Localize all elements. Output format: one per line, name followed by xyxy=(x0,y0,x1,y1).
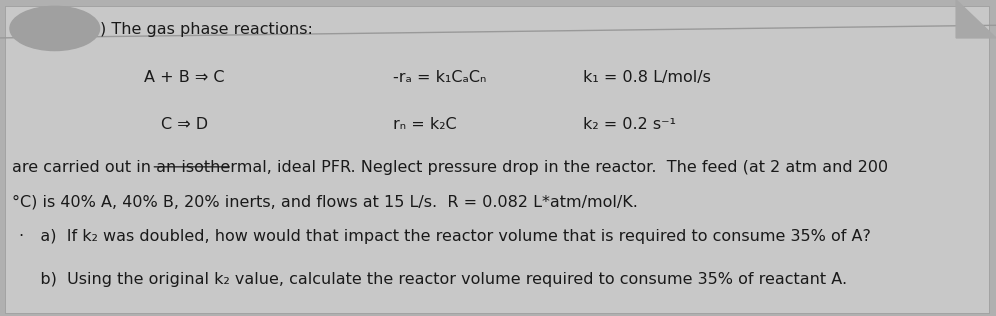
Text: k₁ = 0.8 L/mol/s: k₁ = 0.8 L/mol/s xyxy=(583,70,710,84)
Text: rₙ = k₂C⁣: rₙ = k₂C⁣ xyxy=(393,117,457,132)
Text: are carried out in an isothermal, ideal PFR. Neglect pressure drop in the reacto: are carried out in an isothermal, ideal … xyxy=(12,160,888,174)
Text: C ⇒ D: C ⇒ D xyxy=(160,117,208,132)
Text: b)  Using the original k₂ value, calculate the reactor volume required to consum: b) Using the original k₂ value, calculat… xyxy=(25,272,847,287)
Text: ) The gas phase reactions:: ) The gas phase reactions: xyxy=(100,22,313,37)
Ellipse shape xyxy=(10,6,100,51)
Text: a)  If k₂ was doubled, how would that impact the reactor volume that is required: a) If k₂ was doubled, how would that imp… xyxy=(25,229,871,244)
Text: A + B ⇒ C: A + B ⇒ C xyxy=(144,70,224,84)
Text: k₂ = 0.2 s⁻¹: k₂ = 0.2 s⁻¹ xyxy=(583,117,675,132)
Text: °C) is 40% A, 40% B, 20% inerts, and flows at 15 L/s.  R = 0.082 L*atm/mol/K.: °C) is 40% A, 40% B, 20% inerts, and flo… xyxy=(12,194,637,209)
Text: ·: · xyxy=(18,229,23,244)
Text: -rₐ = k₁CₐCₙ: -rₐ = k₁CₐCₙ xyxy=(393,70,487,84)
FancyBboxPatch shape xyxy=(5,6,989,313)
Polygon shape xyxy=(956,0,996,38)
